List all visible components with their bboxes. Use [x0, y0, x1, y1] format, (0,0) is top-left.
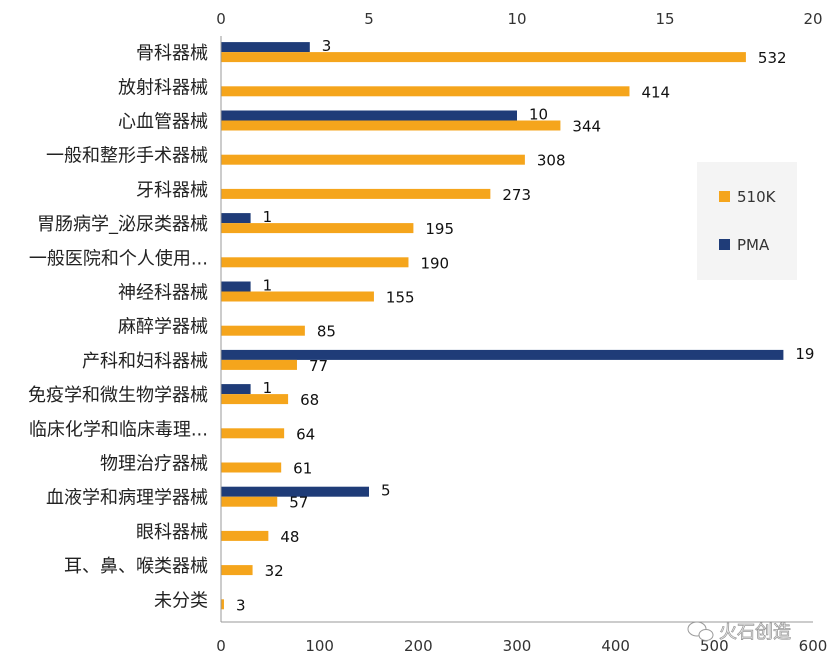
k510-data-label: 61 [293, 460, 312, 478]
k510-bar [221, 599, 224, 610]
k510-data-label: 195 [425, 220, 454, 238]
pma-bar [221, 110, 517, 121]
bars [221, 42, 784, 610]
category-label: 一般医院和个人使用... [29, 248, 208, 269]
top-tick-label: 0 [216, 10, 226, 28]
pma-bar [221, 213, 251, 224]
watermark: 火石创造 [687, 621, 791, 643]
pma-data-label: 3 [322, 37, 332, 55]
category-label: 眼科器械 [136, 522, 208, 543]
k510-data-label: 57 [289, 494, 308, 512]
k510-bar [221, 223, 414, 234]
k510-bar [221, 496, 278, 507]
category-label: 神经科器械 [118, 283, 208, 304]
k510-bar [221, 86, 630, 97]
legend: 510K PMA [697, 162, 797, 280]
wechat-icon [687, 621, 714, 641]
watermark-text: 火石创造 [719, 622, 791, 643]
bottom-tick-label: 0 [216, 637, 226, 655]
pma-data-label: 19 [795, 345, 814, 363]
pma-data-label: 1 [263, 208, 273, 226]
category-label: 临床化学和临床毒理... [29, 419, 208, 440]
k510-bar [221, 291, 374, 302]
data-labels: 3532414103443082731195190115585197716864… [236, 37, 815, 614]
bottom-tick-label: 500 [700, 637, 729, 655]
k510-bar [221, 428, 285, 439]
category-label: 胃肠病学_泌尿类器械 [37, 214, 208, 235]
k510-data-label: 77 [309, 357, 328, 375]
pma-data-label: 5 [381, 482, 391, 500]
bottom-tick-label: 600 [799, 637, 828, 655]
category-label: 放射科器械 [118, 77, 208, 98]
k510-data-label: 32 [265, 562, 284, 580]
bottom-tick-label: 400 [601, 637, 630, 655]
k510-data-label: 532 [758, 49, 787, 67]
pma-bar [221, 349, 784, 360]
k510-data-label: 344 [572, 118, 601, 136]
pma-data-label: 1 [263, 277, 273, 295]
top-tick-label: 10 [507, 10, 526, 28]
category-label: 产科和妇科器械 [82, 351, 208, 372]
k510-data-label: 308 [537, 152, 566, 170]
k510-data-label: 3 [236, 596, 246, 614]
k510-bar [221, 359, 297, 370]
k510-data-label: 273 [502, 186, 531, 204]
k510-data-label: 414 [641, 83, 670, 101]
legend-swatch-pma [719, 239, 730, 250]
category-label: 一般和整形手术器械 [46, 146, 208, 167]
pma-bar [221, 486, 369, 497]
pma-bar [221, 42, 310, 53]
category-label: 牙科器械 [136, 180, 208, 201]
k510-data-label: 155 [386, 289, 415, 307]
k510-bar [221, 394, 289, 405]
category-labels: 骨科器械放射科器械心血管器械一般和整形手术器械牙科器械胃肠病学_泌尿类器械一般医… [28, 43, 208, 611]
bottom-axis: 0 100 200 300 400 500 600 [216, 621, 828, 655]
top-tick-label: 5 [364, 10, 374, 28]
k510-bar [221, 120, 561, 131]
k510-bar [221, 52, 746, 63]
k510-bar [221, 462, 282, 473]
k510-data-label: 64 [296, 425, 315, 443]
top-tick-label: 20 [803, 10, 822, 28]
legend-swatch-510k [719, 191, 730, 202]
category-label: 心血管器械 [118, 112, 208, 133]
legend-label-pma: PMA [737, 236, 770, 254]
pma-data-label: 1 [263, 379, 273, 397]
legend-box [697, 162, 797, 280]
category-label: 麻醉学器械 [118, 317, 208, 338]
k510-bar [221, 188, 491, 199]
k510-bar [221, 325, 305, 336]
category-label: 骨科器械 [136, 43, 208, 64]
k510-bar [221, 565, 253, 576]
k510-bar [221, 154, 525, 165]
category-label: 耳、鼻、喉类器械 [64, 556, 208, 577]
pma-bar [221, 384, 251, 395]
bottom-tick-label: 300 [503, 637, 532, 655]
top-tick-label: 15 [655, 10, 674, 28]
pma-data-label: 10 [529, 106, 548, 124]
pma-bar [221, 281, 251, 292]
k510-bar [221, 530, 269, 541]
top-axis: 0 5 10 15 20 [216, 10, 822, 28]
bottom-tick-label: 100 [305, 637, 334, 655]
k510-data-label: 190 [420, 254, 449, 272]
category-label: 免疫学和微生物学器械 [28, 385, 208, 406]
category-label: 物理治疗器械 [100, 454, 208, 475]
k510-data-label: 85 [317, 323, 336, 341]
category-label: 未分类 [154, 590, 208, 611]
k510-data-label: 68 [300, 391, 319, 409]
k510-bar [221, 257, 409, 268]
category-label: 血液学和病理学器械 [46, 488, 208, 509]
bottom-tick-label: 200 [404, 637, 433, 655]
k510-data-label: 48 [280, 528, 299, 546]
legend-label-510k: 510K [737, 188, 777, 206]
